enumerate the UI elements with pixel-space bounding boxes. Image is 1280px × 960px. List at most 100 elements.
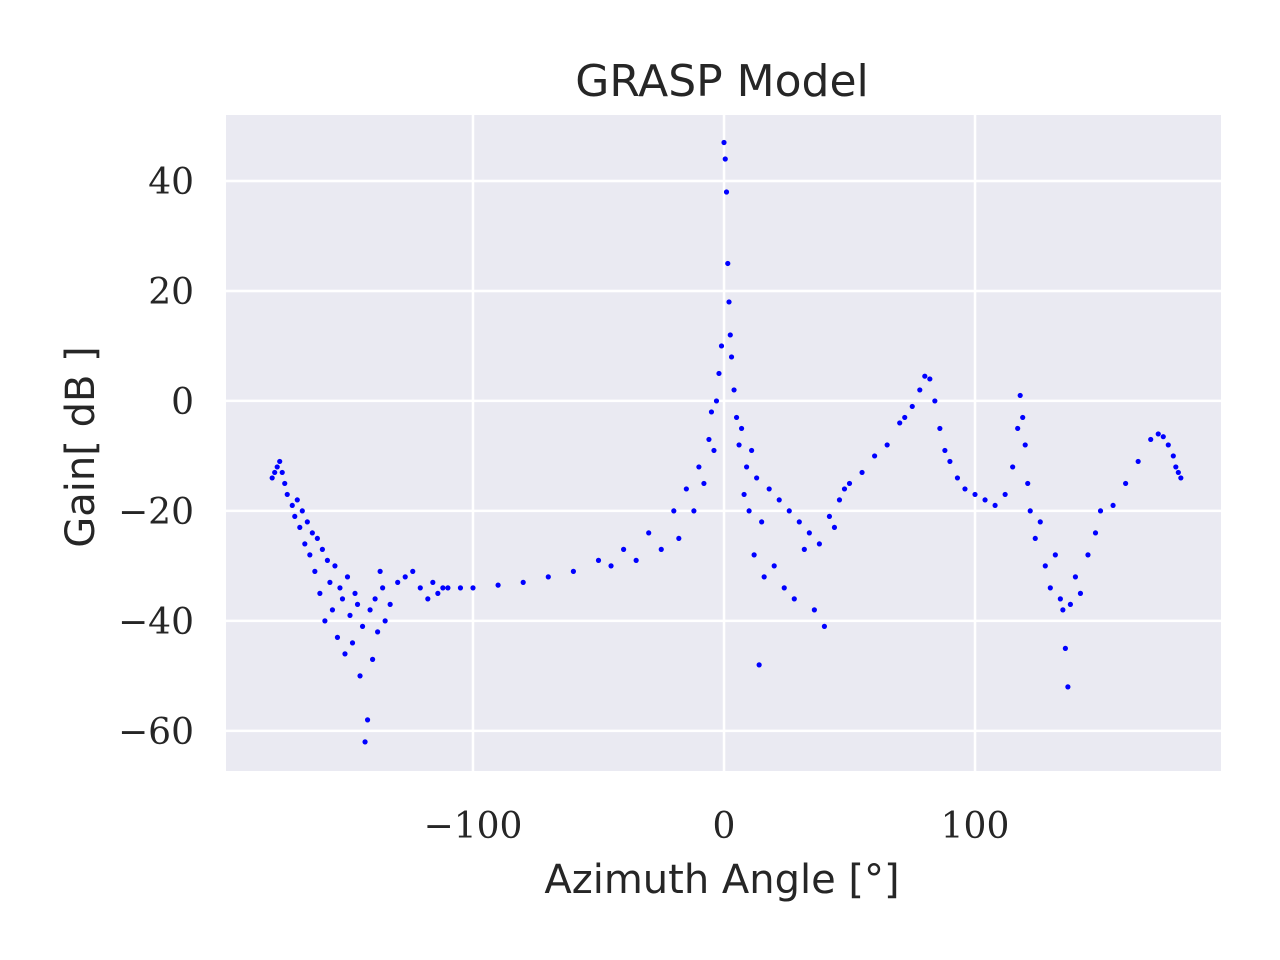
point	[801, 546, 807, 553]
point	[1052, 552, 1058, 558]
point	[302, 541, 308, 547]
point	[362, 739, 368, 745]
point	[334, 634, 341, 640]
point	[1020, 414, 1026, 421]
point	[274, 464, 280, 470]
point	[1072, 574, 1079, 580]
point	[796, 519, 802, 525]
point	[761, 574, 767, 580]
point	[696, 464, 702, 470]
point	[727, 332, 733, 338]
point	[992, 502, 998, 509]
point	[332, 563, 338, 569]
point	[1155, 431, 1161, 437]
point	[307, 552, 313, 558]
chart-title: GRASP Model	[575, 56, 869, 107]
point	[495, 582, 501, 588]
point	[676, 535, 682, 542]
point	[658, 546, 664, 553]
point	[425, 596, 431, 602]
point	[706, 436, 712, 443]
point	[1097, 508, 1104, 514]
point	[319, 546, 325, 553]
point	[771, 563, 777, 569]
point	[520, 579, 526, 585]
point	[1135, 458, 1141, 465]
point	[1065, 684, 1071, 690]
point	[671, 508, 677, 514]
point	[410, 568, 416, 574]
point	[430, 579, 436, 585]
point	[349, 640, 356, 646]
point	[297, 524, 303, 531]
point	[725, 260, 731, 267]
point	[954, 475, 961, 481]
point	[1175, 469, 1181, 476]
point	[831, 524, 838, 531]
x-axis-label: Azimuth Angle [°]	[544, 857, 899, 903]
point	[736, 442, 742, 448]
point	[380, 585, 386, 591]
point	[1178, 475, 1184, 481]
point	[375, 629, 381, 635]
point	[1110, 502, 1116, 509]
point	[786, 508, 792, 514]
point	[344, 574, 351, 580]
point	[339, 596, 346, 602]
point	[1015, 425, 1021, 432]
point	[713, 398, 720, 404]
point	[927, 376, 933, 382]
point	[872, 453, 878, 459]
point	[457, 585, 464, 591]
point	[1032, 535, 1038, 542]
point	[1077, 590, 1084, 596]
point	[357, 673, 363, 679]
point	[691, 508, 697, 514]
point	[836, 497, 843, 503]
point	[372, 596, 378, 602]
point	[369, 656, 376, 662]
y-tick-label: 0	[171, 382, 194, 423]
point	[721, 139, 727, 146]
point	[683, 486, 689, 492]
point	[743, 464, 750, 470]
point	[1092, 530, 1099, 536]
point	[277, 458, 283, 465]
point	[746, 508, 752, 514]
point	[932, 398, 938, 404]
point	[314, 535, 320, 542]
point	[1010, 464, 1016, 470]
point	[1017, 392, 1023, 399]
point	[884, 442, 890, 448]
point	[751, 552, 757, 558]
point	[766, 486, 772, 492]
point	[545, 574, 551, 580]
point	[347, 612, 353, 618]
point	[387, 601, 393, 607]
point	[417, 585, 423, 591]
point	[1173, 464, 1179, 470]
point	[382, 618, 388, 624]
point	[445, 585, 451, 591]
point	[352, 590, 358, 596]
point	[440, 585, 446, 591]
point	[367, 607, 373, 613]
point	[728, 354, 735, 360]
point	[1027, 508, 1033, 514]
point	[1057, 596, 1063, 602]
point	[718, 343, 725, 349]
y-tick-label: −20	[118, 492, 194, 533]
point	[402, 574, 408, 580]
point	[435, 590, 441, 596]
point	[947, 458, 953, 465]
point	[937, 425, 943, 432]
point	[282, 480, 288, 487]
point	[1060, 607, 1066, 613]
point	[701, 480, 707, 487]
point	[1047, 585, 1053, 591]
point	[917, 387, 923, 393]
point	[726, 299, 732, 305]
point	[1025, 480, 1031, 487]
